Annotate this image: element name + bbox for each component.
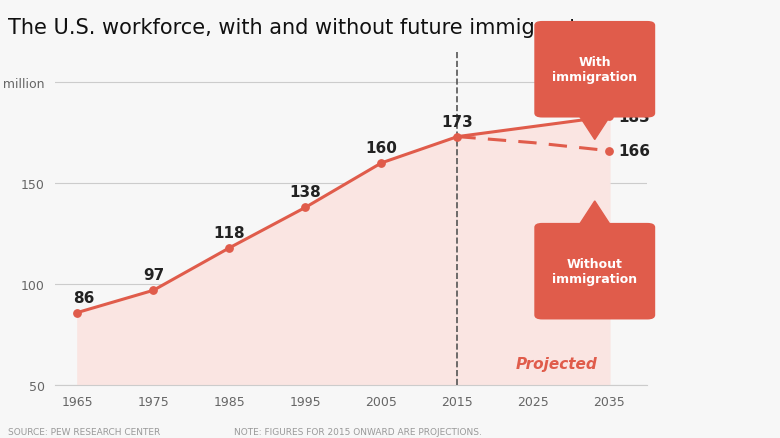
Point (223, 245, 236, 252)
Point (375, 160, 388, 167)
Point (603, 113, 615, 120)
Point (300, 205, 312, 212)
Point (71, 309, 83, 316)
Text: 138: 138 (289, 185, 321, 200)
Point (147, 287, 160, 294)
Point (451, 134, 463, 141)
Point (603, 148, 615, 155)
Text: 166: 166 (619, 144, 651, 159)
Text: 97: 97 (143, 268, 164, 283)
Text: 173: 173 (441, 114, 473, 129)
Text: Without
immigration: Without immigration (552, 258, 637, 286)
Text: 86: 86 (73, 291, 95, 306)
Text: Projected: Projected (516, 357, 597, 371)
Text: SOURCE: PEW RESEARCH CENTER: SOURCE: PEW RESEARCH CENTER (8, 427, 160, 436)
Text: NOTE: FIGURES FOR 2015 ONWARD ARE PROJECTIONS.: NOTE: FIGURES FOR 2015 ONWARD ARE PROJEC… (234, 427, 482, 436)
Text: 183: 183 (619, 110, 651, 124)
Text: 118: 118 (214, 225, 245, 240)
Text: With
immigration: With immigration (552, 56, 637, 84)
Text: 160: 160 (366, 141, 397, 155)
Text: The U.S. workforce, with and without future immigrants: The U.S. workforce, with and without fut… (8, 18, 588, 38)
